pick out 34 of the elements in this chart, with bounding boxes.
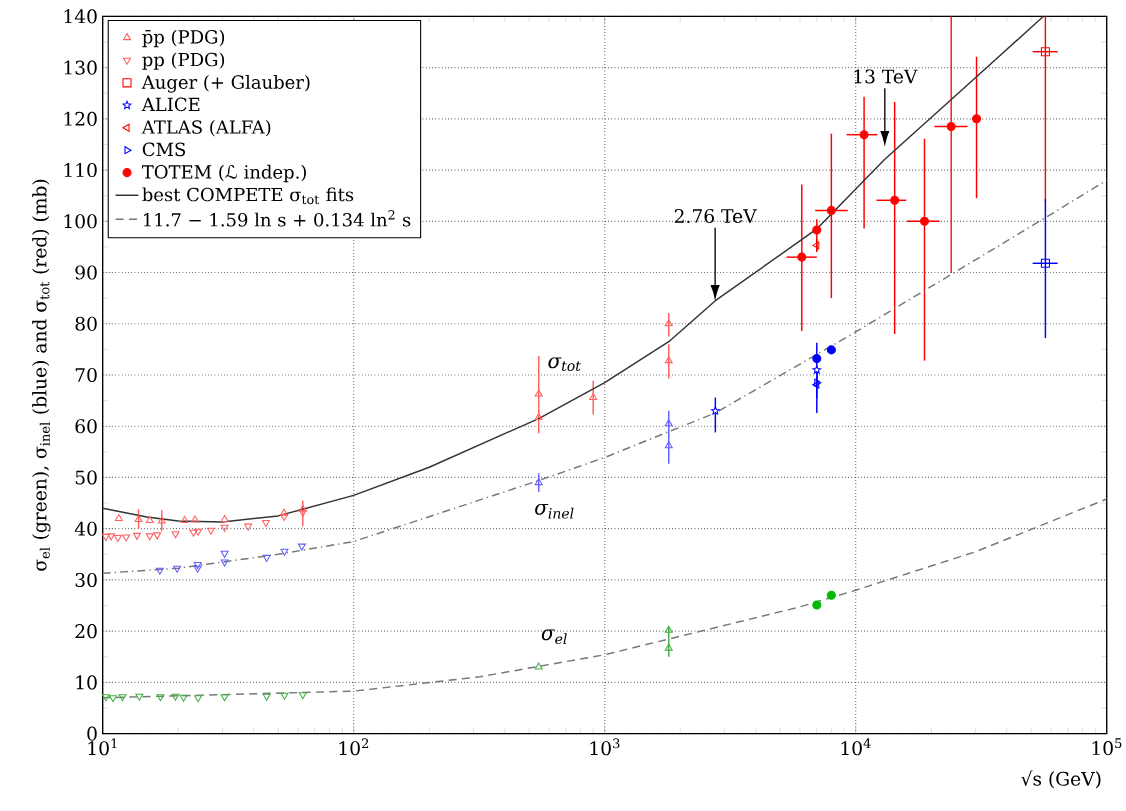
x-tick-label: 10$^{3}$ bbox=[590, 738, 620, 756]
y-tick-label: 30 bbox=[75, 572, 97, 588]
legend-label: CMS bbox=[142, 142, 186, 157]
legend-label: best COMPETE σ$_{tot}$ fits bbox=[142, 187, 354, 205]
x-axis-title: √s (GeV) bbox=[1021, 770, 1101, 789]
x-tick-label: 10$^{2}$ bbox=[339, 738, 369, 756]
y-tick-label: 50 bbox=[75, 470, 97, 485]
y-tick-label: 20 bbox=[75, 624, 97, 639]
annotation: 13 TeV bbox=[854, 69, 918, 84]
legend-label: pp (PDG) bbox=[142, 52, 225, 70]
legend-label: p̄p (PDG) bbox=[142, 29, 225, 48]
y-tick-label: 90 bbox=[75, 265, 97, 280]
annotation: 2.76 TeV bbox=[674, 208, 757, 224]
y-tick-label: 10 bbox=[76, 675, 97, 690]
y-tick-label: 130 bbox=[64, 60, 97, 75]
legend-label: ATLAS (ALFA) bbox=[141, 119, 271, 137]
y-tick-label: 60 bbox=[75, 419, 97, 434]
annotation: σ$_{tot}$ bbox=[548, 357, 581, 371]
y-tick-label: 40 bbox=[74, 521, 97, 536]
y-tick-label: 80 bbox=[75, 316, 97, 331]
y-tick-label: 70 bbox=[75, 367, 97, 383]
y-tick-label: 120 bbox=[64, 111, 97, 126]
legend-label: ALICE bbox=[141, 97, 200, 112]
legend-label: 11.7 − 1.59 ln s + 0.134 ln$^{2}$ s bbox=[143, 210, 411, 227]
x-tick-label: 10$^{4}$ bbox=[841, 738, 871, 756]
y-tick-label: 140 bbox=[64, 9, 97, 24]
y-tick-label: 110 bbox=[64, 162, 97, 178]
y-tick-label: 100 bbox=[64, 214, 97, 229]
annotation: σ$_{inel}$ bbox=[535, 504, 574, 519]
x-tick-label: 10$^{5}$ bbox=[1092, 738, 1122, 756]
legend-label: Auger (+ Glauber) bbox=[141, 75, 310, 93]
annotation: σ$_{el}$ bbox=[541, 629, 567, 645]
y-axis-title: σ$_{el}$ (green), σ$_{inel}$ (blue) and σ$_{tot}$ (red) (mb) bbox=[32, 179, 51, 571]
legend-label: TOTEM (ℒ indep.) bbox=[141, 164, 306, 183]
